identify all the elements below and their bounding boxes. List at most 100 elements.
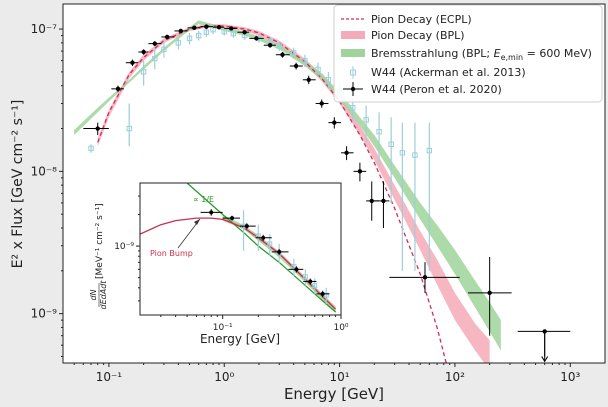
inset-peron-point — [294, 267, 299, 272]
main-peron-point — [130, 60, 135, 65]
main-peron-point — [178, 28, 183, 34]
inset-annotation-pion-bump: Pion Bump — [150, 249, 193, 258]
inset-ylabel-fraction-numerator: dN — [89, 289, 98, 300]
inset-peron-point — [209, 210, 214, 215]
main-x-tick-label: 10³ — [560, 370, 580, 384]
main-ackerman-point — [203, 29, 210, 35]
legend-swatch-peron — [350, 86, 356, 92]
main-peron-point — [267, 43, 273, 48]
main-peron-point — [357, 169, 363, 174]
main-ackerman-point — [302, 57, 308, 64]
legend-frame — [333, 4, 603, 103]
main-plot-layer — [74, 20, 571, 363]
main-peron-point — [542, 329, 547, 334]
inset-y-axis-label: dN dEdAdt [MeV⁻¹ cm⁻² s⁻¹] — [89, 203, 108, 309]
inset-ackerman-point — [312, 283, 318, 289]
main-ackerman-point — [88, 145, 94, 152]
inset-peron-point — [244, 224, 249, 229]
main-x-tick-label: 10² — [445, 370, 465, 384]
main-peron-point — [487, 290, 492, 296]
main-series-group — [74, 20, 571, 363]
legend-label-brems: Bremsstrahlung (BPL; Ee,min = 600 MeV) — [371, 47, 592, 62]
inset-ylabel-fraction-denominator: dEdAdt — [99, 280, 108, 310]
main-ackerman-point — [426, 147, 433, 154]
main-peron-point — [152, 41, 158, 46]
main-peron-point — [369, 198, 374, 204]
main-x-tick-label: 10¹ — [330, 370, 350, 384]
main-peron-point — [332, 120, 337, 125]
main-ackerman-point — [315, 66, 321, 73]
main-ackerman-point — [221, 28, 227, 35]
main-peron-point — [229, 26, 234, 31]
main-ackerman-point — [230, 30, 237, 37]
inset-plot-area — [140, 183, 341, 315]
legend-swatch-brems — [341, 49, 365, 57]
inset-line-pion-decay — [140, 217, 337, 310]
main-peron-point — [306, 77, 311, 82]
main-peron-point — [293, 63, 299, 69]
main-ackerman-point — [376, 128, 382, 135]
main-ackerman-point — [350, 105, 356, 111]
main-ackerman-point — [276, 43, 282, 49]
inset-series-group — [140, 183, 337, 313]
main-ackerman-point — [152, 55, 158, 62]
inset-y-tick-label: 10⁻⁹ — [114, 242, 134, 252]
main-ackerman-point — [412, 152, 418, 158]
inset-ackerman-point — [267, 241, 273, 247]
inset-peron-point — [320, 291, 325, 296]
main-peron-point — [192, 25, 197, 31]
legend-swatch-ackerman — [350, 69, 356, 76]
main-peron-point — [381, 198, 386, 204]
legend-swatch-pion-bpl — [341, 31, 365, 39]
main-peron-point — [280, 52, 285, 57]
main-peron-point — [204, 24, 209, 29]
legend: Pion Decay (ECPL) Pion Decay (BPL) Brems… — [333, 4, 603, 103]
inset-peron-point — [261, 235, 266, 240]
inset-peron-point — [277, 249, 282, 254]
main-ackerman-point — [175, 40, 182, 46]
main-peron-point — [319, 101, 324, 106]
main-peron-point — [242, 30, 247, 35]
main-ackerman-point — [126, 125, 132, 132]
inset-annotation-arrow-head — [194, 219, 200, 225]
main-peron-point — [216, 25, 222, 30]
inset-ylabel-units: [MeV⁻¹ cm⁻² s⁻¹] — [95, 203, 105, 279]
inset-ackerman-point — [291, 263, 297, 269]
main-ackerman-point — [399, 150, 406, 156]
main-peron-point — [95, 126, 100, 131]
main-ackerman-point — [140, 69, 147, 75]
inset-annotation-inverse-e: ∝ 1/E — [193, 195, 214, 204]
inset-ackerman-point — [302, 274, 308, 280]
legend-label-pion-ecpl: Pion Decay (ECPL) — [371, 13, 472, 26]
main-peron-point — [254, 36, 259, 41]
main-ackerman-point — [161, 46, 167, 53]
inset-peron-point — [230, 216, 235, 221]
main-peron-point — [141, 49, 146, 55]
inset-x-tick-label: 10⁰ — [333, 323, 348, 333]
inset-plot-frame — [139, 182, 342, 316]
inset-x-axis-label: Energy [GeV] — [200, 332, 280, 346]
main-x-tick-label: 10⁰ — [214, 370, 234, 384]
y-axis-label: E² x Flux [GeV cm⁻² s⁻¹] — [10, 100, 26, 269]
main-ackerman-point — [325, 77, 332, 83]
main-ackerman-point — [195, 32, 202, 39]
inset-x-tick-label: 10⁻¹ — [213, 323, 233, 333]
legend-label-ackerman: W44 (Ackerman et al. 2013) — [371, 66, 526, 79]
main-peron-upper-limit-arrowhead — [541, 356, 549, 363]
main-peron-point — [115, 86, 121, 92]
main-y-tick-label: 10⁻⁹ — [31, 307, 58, 321]
main-ackerman-point — [290, 50, 297, 56]
main-y-tick-label: 10⁻⁸ — [31, 164, 58, 178]
main-ackerman-point — [363, 117, 369, 123]
x-axis-label: Energy [GeV] — [284, 385, 384, 403]
main-y-tick-label: 10⁻⁷ — [31, 22, 58, 36]
inset-peron-point — [308, 279, 313, 284]
main-ackerman-point — [388, 141, 394, 147]
main-peron-point — [344, 150, 349, 156]
legend-label-peron: W44 (Peron et al. 2020) — [371, 83, 502, 96]
inset-plot-layer — [140, 183, 337, 313]
main-x-tick-label: 10⁻¹ — [96, 370, 123, 384]
main-peron-point — [422, 275, 428, 280]
